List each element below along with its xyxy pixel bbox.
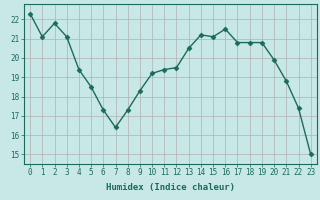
X-axis label: Humidex (Indice chaleur): Humidex (Indice chaleur)	[106, 183, 235, 192]
